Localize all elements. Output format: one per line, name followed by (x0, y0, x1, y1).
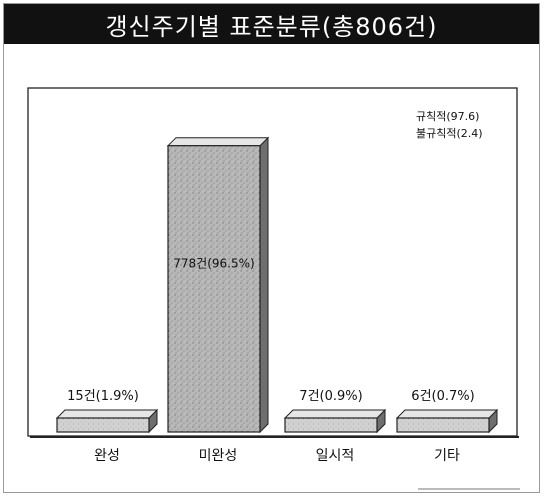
bar-front (396, 417, 490, 433)
category-label-3: 일시적 (316, 448, 355, 464)
category-label-2: 미완성 (199, 448, 238, 464)
legend-item-regular: 규칙적(97.6) (416, 110, 480, 123)
category-label-1: 완성 (94, 448, 120, 464)
bar-top (55, 409, 159, 419)
bar-front (56, 417, 150, 433)
bar-top (395, 409, 499, 419)
bar-3 (283, 408, 387, 434)
bar-1 (55, 408, 159, 434)
data-label-2: 778건(96.5%) (173, 257, 254, 271)
legend-item-irregular: 불규칙적(2.4) (416, 127, 483, 140)
bar-2 (166, 136, 270, 434)
legend: 규칙적(97.6) 불규칙적(2.4) (416, 108, 483, 142)
chart-title: 갱신주기별 표준분류(총806건) (4, 4, 539, 44)
data-label-1: 15건(1.9%) (67, 389, 139, 404)
bar-top (166, 137, 270, 147)
bar-front (284, 417, 378, 433)
data-label-3: 7건(0.9%) (299, 389, 362, 404)
bar-top (283, 409, 387, 419)
bar-front (167, 145, 261, 433)
category-label-4: 기타 (434, 448, 460, 464)
bar-side (259, 136, 269, 434)
bar-4 (395, 408, 499, 434)
data-label-4: 6건(0.7%) (411, 389, 474, 404)
